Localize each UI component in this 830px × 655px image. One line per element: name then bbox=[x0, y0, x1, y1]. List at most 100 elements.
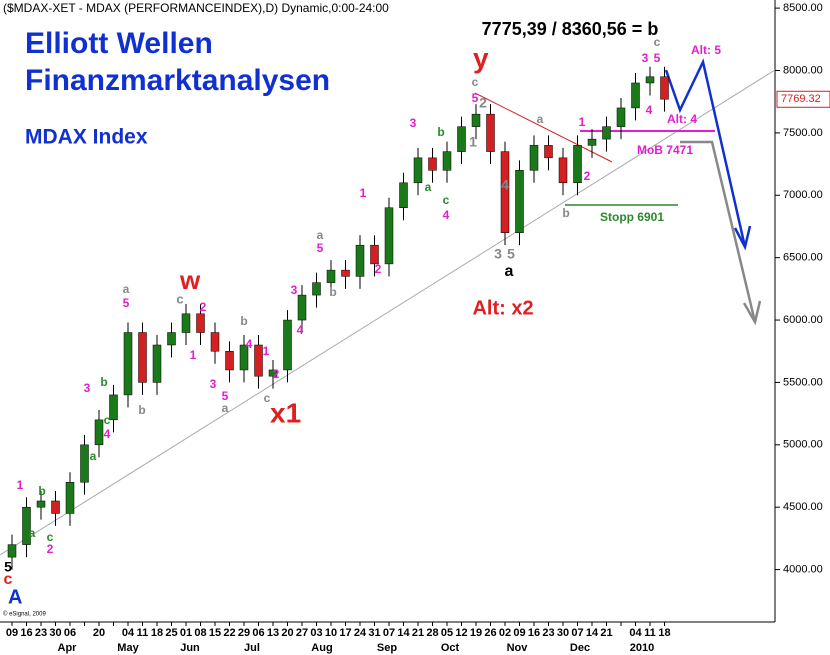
resistance-line bbox=[474, 92, 613, 163]
annotation: a bbox=[222, 401, 229, 415]
x-tick-label: 09 bbox=[6, 627, 18, 639]
annotation: 5 bbox=[4, 559, 12, 575]
candle-body bbox=[471, 113, 481, 127]
y-tick-label: 7500.00 bbox=[783, 127, 823, 139]
last-price-label: 7769.32 bbox=[781, 93, 821, 105]
header: ($MDAX-XET - MDAX (PERFORMANCEINDEX),D) … bbox=[3, 1, 389, 15]
x-tick-label: 06 bbox=[252, 627, 264, 639]
annotation: c bbox=[47, 530, 54, 544]
candle-body bbox=[645, 76, 655, 84]
y-tick-label: 4000.00 bbox=[783, 564, 823, 576]
month-label: Sep bbox=[377, 642, 397, 654]
x-tick-label: 08 bbox=[194, 627, 206, 639]
candle-body bbox=[442, 151, 452, 171]
x-tick-label: 30 bbox=[557, 627, 569, 639]
candle-body bbox=[370, 244, 379, 265]
x-tick-label: 23 bbox=[542, 627, 554, 639]
annotation: c bbox=[472, 75, 479, 89]
month-label: Oct bbox=[441, 642, 460, 654]
trend-line bbox=[0, 69, 776, 556]
candle-body bbox=[413, 157, 423, 184]
x-tick-label: 12 bbox=[455, 627, 467, 639]
month-label: Jul bbox=[244, 642, 260, 654]
candle-body bbox=[138, 332, 147, 383]
y-tick-label: 7000.00 bbox=[783, 189, 823, 201]
annotation: b bbox=[100, 375, 107, 389]
y-tick-label: 5000.00 bbox=[783, 439, 823, 451]
month-label: Dec bbox=[570, 642, 590, 654]
annotation: Alt: 5 bbox=[691, 43, 721, 57]
candle-body bbox=[51, 500, 60, 514]
x-tick-label: 23 bbox=[35, 627, 47, 639]
annotation: 1 bbox=[190, 348, 197, 362]
annotation: c bbox=[176, 291, 183, 306]
candle-body bbox=[268, 369, 278, 377]
arrow-head bbox=[733, 225, 752, 251]
x-tick-label: 07 bbox=[571, 627, 583, 639]
annotation: 3 bbox=[494, 246, 502, 262]
x-tick-label: 11 bbox=[137, 627, 149, 639]
annotation: 4 bbox=[501, 177, 509, 193]
x-tick-label: 09 bbox=[513, 627, 525, 639]
annotation: c bbox=[443, 193, 450, 207]
candle-body bbox=[326, 269, 336, 283]
candle-body bbox=[225, 350, 234, 371]
annotation: 5 bbox=[222, 389, 229, 403]
candle-body bbox=[384, 207, 394, 265]
annotation: 3 bbox=[642, 51, 649, 65]
x-tick-label: 14 bbox=[586, 627, 599, 639]
annotation: 3 bbox=[84, 381, 91, 395]
y-tick-label: 8000.00 bbox=[783, 64, 823, 76]
annotation: 2 bbox=[584, 169, 591, 183]
annotation: 7775,39 / 8360,56 = b bbox=[482, 19, 659, 39]
x-tick-label: 31 bbox=[368, 627, 380, 639]
month-label: 2010 bbox=[630, 642, 654, 654]
annotation: 2 bbox=[479, 95, 487, 111]
candle-body bbox=[109, 394, 118, 421]
candle-body bbox=[602, 126, 611, 140]
annotation: 1 bbox=[360, 186, 367, 200]
x-tick-label: 21 bbox=[412, 627, 424, 639]
annotation: c bbox=[104, 413, 111, 427]
annotation: 3 bbox=[210, 377, 217, 391]
subtitle: Finanzmarktanalysen bbox=[25, 64, 330, 97]
annotation: b bbox=[240, 314, 247, 328]
month-label: Jun bbox=[180, 642, 200, 654]
x-tick-label: 03 bbox=[310, 627, 322, 639]
x-tick-label: 15 bbox=[209, 627, 221, 639]
annotation: 2 bbox=[273, 367, 280, 381]
annotation: b bbox=[562, 206, 569, 220]
candle-body bbox=[544, 145, 553, 159]
annotation: 2 bbox=[375, 262, 382, 276]
candle-body bbox=[239, 344, 249, 371]
x-tick-label: 18 bbox=[658, 627, 670, 639]
x-tick-label: 14 bbox=[397, 627, 410, 639]
y-tick-label: 4500.00 bbox=[783, 501, 823, 513]
x-tick-label: 25 bbox=[165, 627, 177, 639]
annotation: b bbox=[329, 285, 336, 299]
annotation: y bbox=[473, 42, 489, 73]
annotation: 3 bbox=[410, 116, 417, 130]
title: Elliott Wellen bbox=[25, 27, 213, 60]
candle-body bbox=[660, 76, 669, 100]
y-tick-label: 5500.00 bbox=[783, 376, 823, 388]
x-tick-label: 04 bbox=[629, 627, 642, 639]
x-tick-label: 13 bbox=[267, 627, 279, 639]
month-label: Nov bbox=[507, 642, 529, 654]
x-tick-label: 05 bbox=[441, 627, 453, 639]
annotation: 4 bbox=[104, 427, 111, 441]
y-tick-label: 6000.00 bbox=[783, 314, 823, 326]
index-name: MDAX Index bbox=[25, 126, 148, 149]
x-tick-label: 30 bbox=[49, 627, 61, 639]
candle-body bbox=[167, 332, 176, 346]
candle-body bbox=[399, 182, 408, 208]
arrow-head bbox=[742, 300, 762, 326]
candle-body bbox=[196, 313, 205, 333]
annotation: b bbox=[437, 125, 444, 139]
candle-body bbox=[573, 145, 582, 184]
candle-body bbox=[80, 444, 89, 483]
annotation: b bbox=[138, 403, 145, 417]
annotation: 4 bbox=[443, 208, 450, 222]
annotation: 1 bbox=[263, 344, 270, 358]
